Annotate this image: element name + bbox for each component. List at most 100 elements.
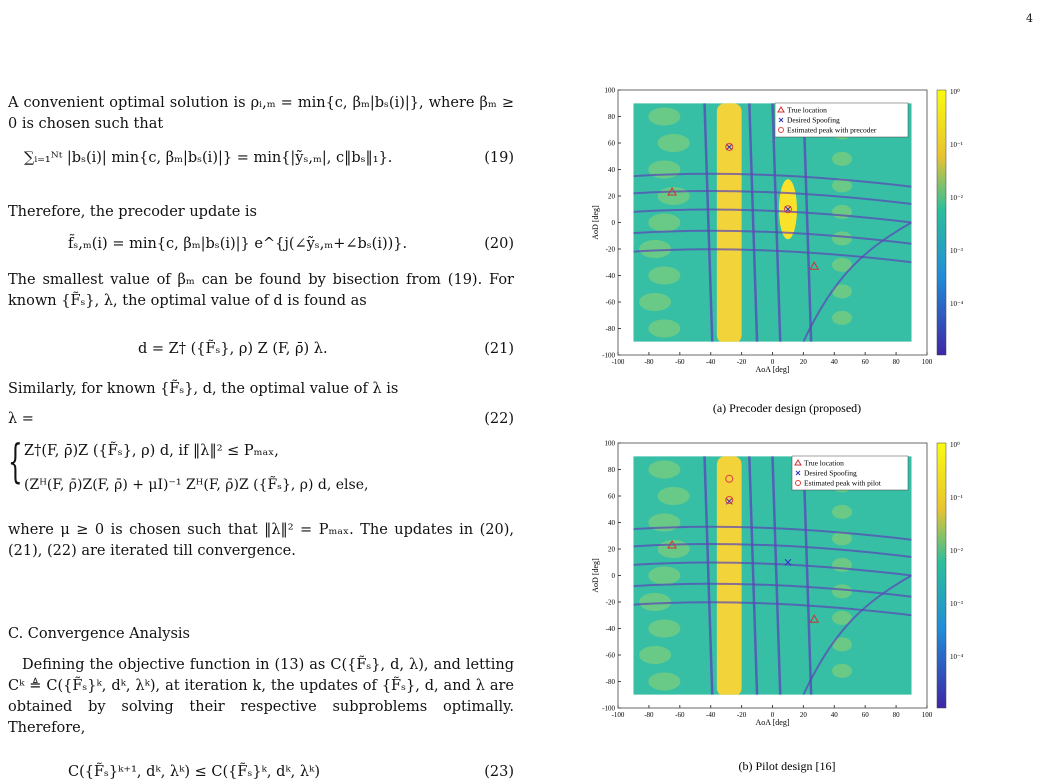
heatmap-blob [648,672,681,691]
y-tick-label: 60 [608,493,616,501]
heatmap-blob [832,178,853,193]
heatmap [633,456,912,695]
legend-label: Desired Spoofing [804,469,857,478]
x-tick-label: -40 [706,358,716,366]
legend-symbol [795,470,801,476]
heatmap-blob [657,487,690,505]
x-tick-label: -100 [612,358,625,366]
figure-caption: (b) Pilot design [16] [739,759,836,773]
marker-peak [725,142,734,151]
equation-case: Z†(F, ρ̄)Z ({F̃ₛ}, ρ) d, if ‖λ‖² ≤ Pₘₐₓ, [24,443,279,459]
heatmap-ridge [633,525,912,541]
heatmap-band [716,103,742,342]
y-tick-label: -100 [602,352,615,360]
y-tick-label: 100 [605,440,616,448]
colorbar [936,442,947,709]
equation-number: (20) [484,236,514,252]
colorbar-label: 10⁻¹ [950,494,963,502]
y-tick-label: -80 [606,678,616,686]
marker-spoof [784,558,792,566]
marker-peak [725,474,734,483]
heatmap-blob [832,257,853,272]
y-tick-label: -60 [606,652,616,660]
marker-true [809,614,820,623]
y-tick-label: 80 [608,466,616,474]
x-tick-label: 20 [800,711,808,719]
heatmap-blob [648,619,681,638]
legend-box [791,455,909,491]
heatmap-blob [648,319,681,338]
x-tick-label: -100 [612,711,625,719]
figure: -100 -80 -60 -40 -20 0 20 40 60 80 100 100 80 60 40 20 0… [591,440,964,774]
y-tick-label: 60 [608,140,616,148]
heatmap-ridge [633,208,912,224]
heatmap-ridge [771,456,782,695]
x-tick-label: 60 [862,711,870,719]
heatmap-ridge [633,601,912,617]
paragraph: The smallest value of βₘ can be found by… [8,272,514,309]
equation-number: (23) [484,764,514,780]
heatmap-blob [639,240,672,258]
paragraph: A convenient optimal solution is ρᵢ,ₘ = … [8,95,514,132]
heatmap-band [716,456,742,695]
heatmap-blob [832,284,853,299]
heatmap-ridge [802,456,813,695]
x-tick-label: 20 [800,358,808,366]
heatmap-ridge [633,542,912,558]
x-tick-label: -40 [706,711,716,719]
equation-number: (21) [484,341,514,357]
heatmap [633,103,912,342]
figure-caption: (a) Precoder design (proposed) [713,401,861,415]
marker-spoof [784,205,792,213]
y-tick-label: -40 [606,625,616,633]
heatmap-blob [639,293,672,311]
heatmap-ridge [703,103,714,342]
y-tick-label: 20 [608,193,616,201]
y-tick-label: -20 [606,599,616,607]
heatmap-ridge [633,172,912,188]
equation-number: (19) [484,150,514,166]
heatmap-blob [639,646,672,664]
marker-true [809,261,820,270]
heatmap-blob [832,504,853,519]
legend-label: True location [787,106,827,115]
equation: ∑ᵢ₌₁ᴺᵗ |bₛ(i)| min{c, βₘ|bₛ(i)|} = min{|… [24,150,393,166]
page-number: 4 [1026,12,1033,25]
legend-label: True location [804,459,844,468]
heatmap-blob [832,310,853,325]
x-axis-label: AoA [deg] [756,718,790,727]
paragraph: where μ ≥ 0 is chosen such that ‖λ‖² = P… [8,522,514,559]
left-column: A convenient optimal solution is ρᵢ,ₘ = … [8,0,514,780]
equation: f̃ₛ,ₘ(i) = min{c, βₘ|bₛ(i)|} e^{j(∠ỹₛ,ₘ+… [68,236,408,252]
heatmap-ridge [633,582,912,598]
legend-symbol [778,127,784,133]
marker-true [667,540,677,549]
equation: C({F̃ₛ}ᵏ⁺¹, dᵏ, λᵏ) ≤ C({F̃ₛ}ᵏ, dᵏ, λᵏ) [68,764,320,780]
equation-lhs: λ = [8,411,34,427]
heatmap-blob [832,584,853,599]
marker-peak [725,495,734,504]
legend-box [774,102,909,138]
heatmap-ridge [633,248,912,264]
colorbar-label: 10⁻³ [950,247,963,255]
heatmap-blob [832,531,853,546]
y-tick-label: 80 [608,113,616,121]
heatmap-blob [832,637,853,652]
heatmap-ridge [633,561,912,577]
x-tick-label: -60 [675,711,685,719]
heatmap-blob [657,187,690,205]
x-tick-label: 40 [831,711,839,719]
heatmap-blob [648,566,681,585]
y-axis-label: AoD [deg] [591,558,600,593]
heatmap-ridge [748,103,759,342]
legend-symbol [778,117,784,123]
heatmap-blob [648,107,681,126]
y-tick-label: 0 [612,572,616,580]
legend-label: Estimated peak with pilot [804,479,882,488]
heatmap-ridge [802,103,813,342]
heatmap-ridge [633,229,912,245]
paragraph: Similarly, for known {F̃ₛ}, d, the optim… [8,381,399,397]
heatmap-ridge [802,221,912,342]
y-tick-label: 20 [608,546,616,554]
y-tick-label: -20 [606,246,616,254]
